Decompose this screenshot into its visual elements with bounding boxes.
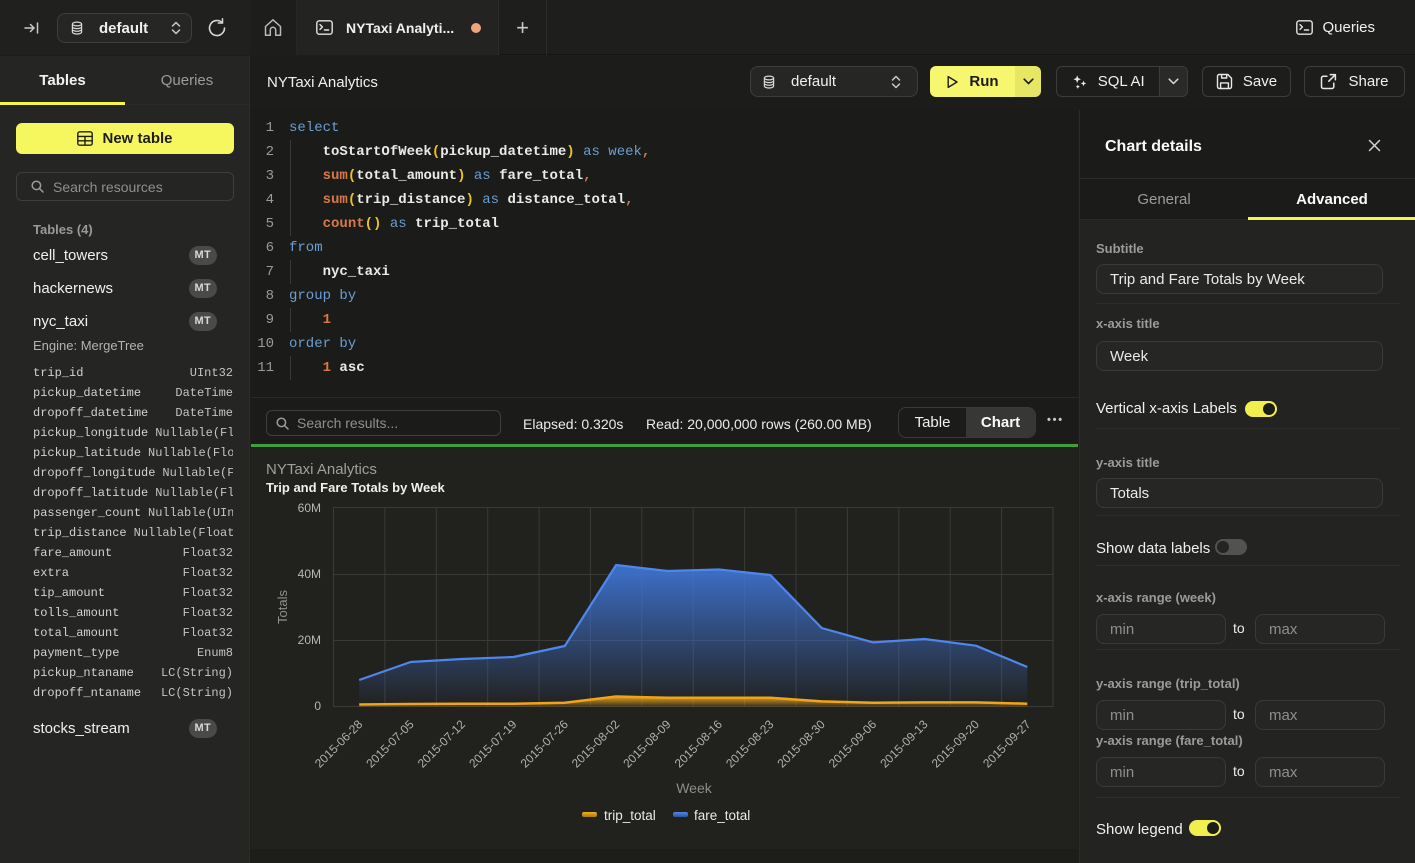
svg-text:2015-08-02: 2015-08-02 xyxy=(569,717,623,771)
svg-text:2015-07-12: 2015-07-12 xyxy=(415,717,469,771)
svg-text:2015-09-06: 2015-09-06 xyxy=(826,717,880,771)
svg-text:2015-08-09: 2015-08-09 xyxy=(620,717,674,771)
svg-text:2015-09-27: 2015-09-27 xyxy=(980,717,1034,771)
svg-text:2015-07-19: 2015-07-19 xyxy=(466,717,520,771)
svg-text:Week: Week xyxy=(676,780,713,796)
svg-text:40M: 40M xyxy=(298,567,321,581)
svg-text:2015-08-16: 2015-08-16 xyxy=(672,717,726,771)
svg-text:2015-08-30: 2015-08-30 xyxy=(775,717,829,771)
svg-text:2015-08-23: 2015-08-23 xyxy=(723,717,777,771)
svg-text:2015-07-05: 2015-07-05 xyxy=(363,717,417,771)
svg-text:fare_total: fare_total xyxy=(694,808,750,823)
svg-text:Totals: Totals xyxy=(275,590,290,624)
svg-text:60M: 60M xyxy=(298,501,321,515)
svg-text:2015-09-13: 2015-09-13 xyxy=(877,717,931,771)
svg-text:2015-07-26: 2015-07-26 xyxy=(518,717,572,771)
svg-text:2015-09-20: 2015-09-20 xyxy=(929,717,983,771)
svg-text:20M: 20M xyxy=(298,633,321,647)
svg-text:NYTaxi Analytics: NYTaxi Analytics xyxy=(266,461,377,478)
svg-text:2015-06-28: 2015-06-28 xyxy=(312,717,366,771)
svg-text:0: 0 xyxy=(314,699,321,713)
svg-text:trip_total: trip_total xyxy=(604,808,656,823)
svg-text:Trip and Fare Totals by Week: Trip and Fare Totals by Week xyxy=(266,480,445,495)
